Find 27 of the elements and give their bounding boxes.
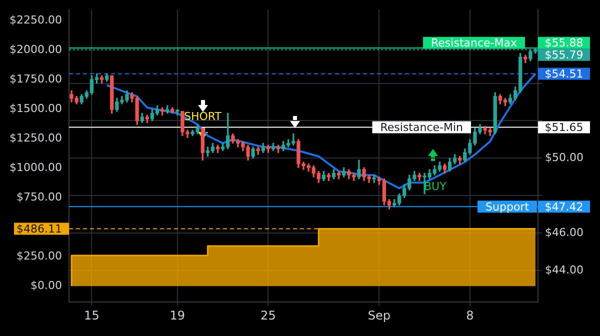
y-tick-label: $55.79 bbox=[544, 48, 584, 62]
x-tick-label: 19 bbox=[170, 308, 186, 322]
x-tick-label: 25 bbox=[260, 308, 276, 322]
y-tick-label: $47.42 bbox=[544, 200, 584, 214]
y2-tick-label: $486.11 bbox=[16, 222, 62, 236]
y-tick-label: $46.00 bbox=[545, 226, 584, 240]
y2-tick-label: $1750.00 bbox=[10, 72, 62, 86]
y2-tick-label: $1500.00 bbox=[10, 102, 62, 115]
ref-line-label: Support bbox=[486, 200, 530, 214]
y-tick-label: $54.51 bbox=[544, 68, 584, 81]
annotation: SHORT bbox=[184, 110, 222, 123]
y2-tick-label: $0.00 bbox=[30, 279, 62, 292]
y-tick-label: $51.65 bbox=[544, 121, 584, 134]
y2-tick-label: $1250.00 bbox=[10, 131, 62, 144]
x-tick-label: 15 bbox=[84, 308, 100, 322]
ref-line-label: Resistance-Max bbox=[431, 36, 518, 50]
ref-line-label: Resistance-Min bbox=[380, 121, 464, 134]
y-tick-label: $50.00 bbox=[545, 151, 584, 164]
y2-tick-label: $2000.00 bbox=[10, 42, 62, 56]
x-tick-label: Sep bbox=[368, 308, 390, 322]
y-tick-label: $44.00 bbox=[545, 264, 584, 277]
y2-tick-label: $750.00 bbox=[16, 190, 62, 204]
y-tick-label: $55.88 bbox=[544, 36, 584, 50]
y2-tick-label: $2250.00 bbox=[10, 13, 62, 26]
y2-tick-label: $250.00 bbox=[16, 250, 62, 263]
x-tick-label: 8 bbox=[466, 308, 474, 322]
y2-tick-label: $1000.00 bbox=[10, 160, 62, 174]
